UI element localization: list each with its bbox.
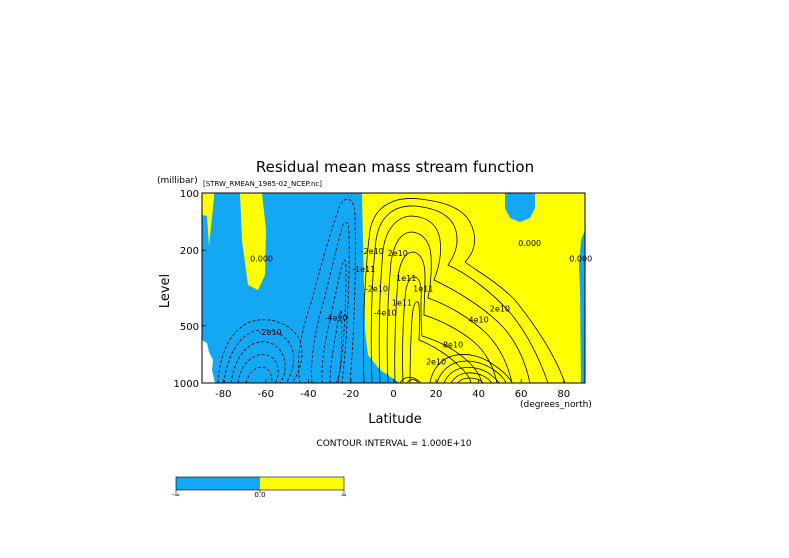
positive-island-southwest <box>240 193 266 290</box>
y-tick-label: 1000 <box>174 379 199 390</box>
contour-label: 0.000 <box>518 239 541 248</box>
chart-title: Residual mean mass stream function <box>256 158 534 176</box>
y-tick-label: 200 <box>180 246 199 257</box>
x-axis: -80 -60 -40 -20 0 20 40 60 80 <box>215 379 570 400</box>
negative-contours <box>217 198 356 383</box>
x-axis-label: Latitude <box>368 412 422 427</box>
x-tick-label: 40 <box>472 389 485 400</box>
x-tick-label: 20 <box>430 389 443 400</box>
contour-label: -4e10 <box>325 314 348 323</box>
contour-label: 2e10 <box>388 249 408 258</box>
negative-region-north-pole <box>579 193 585 383</box>
x-tick-label: -20 <box>343 389 359 400</box>
y-tick-label: 100 <box>180 189 199 200</box>
legend-swatch-positive <box>260 477 344 490</box>
x-tick-label: -60 <box>258 389 274 400</box>
contour-label: -2e10 <box>259 328 282 337</box>
contour-label: 4e10 <box>469 315 489 324</box>
negative-region-mid-lat <box>505 193 535 222</box>
y-axis: 100 200 500 1000 <box>174 189 206 390</box>
plot-area <box>202 193 585 383</box>
x-tick-label: 80 <box>557 389 570 400</box>
contour-label: 2e10 <box>426 358 446 367</box>
contour-label: -4e10 <box>373 308 396 317</box>
legend-label-zero: 0.0 <box>254 491 265 499</box>
chart-subtitle: [STRW_RMEAN_1985-02_NCEP.nc] <box>203 180 322 188</box>
positive-contours <box>362 198 566 383</box>
missing-region-south-pole <box>202 340 215 383</box>
contour-label: -1e11 <box>352 265 375 274</box>
contour-label: 0.000 <box>250 255 273 264</box>
contour-labels: 0.000 -2e10 -4e10 -1e11 -2e10 -2e10 -4e10 2e10 1… <box>250 239 592 367</box>
contour-label: -2e10 <box>365 285 388 294</box>
contour-label: 8e10 <box>443 340 463 349</box>
color-legend: -∞ 0.0 ∞ <box>172 476 347 499</box>
contour-label: -2e10 <box>361 247 384 256</box>
legend-label-max: ∞ <box>341 491 347 499</box>
contour-label: 1e11 <box>392 298 412 307</box>
x-tick-label: -80 <box>215 389 231 400</box>
x-tick-label: 0 <box>390 389 396 400</box>
contour-label: 1e11 <box>396 274 416 283</box>
contour-label: 1e11 <box>413 285 433 294</box>
y-axis-label: Level <box>158 274 173 308</box>
x-tick-label: 60 <box>515 389 528 400</box>
contour-label: 0.000 <box>569 255 592 264</box>
contour-interval-note: CONTOUR INTERVAL = 1.000E+10 <box>316 439 471 449</box>
y-tick-label: 500 <box>180 322 199 333</box>
legend-label-min: -∞ <box>172 491 180 499</box>
x-units-label: (degrees_north) <box>520 400 592 410</box>
legend-swatch-negative <box>176 477 260 490</box>
contour-label: 2e10 <box>490 304 510 313</box>
x-tick-label: -40 <box>300 389 316 400</box>
y-units-label: (millibar) <box>157 176 198 186</box>
